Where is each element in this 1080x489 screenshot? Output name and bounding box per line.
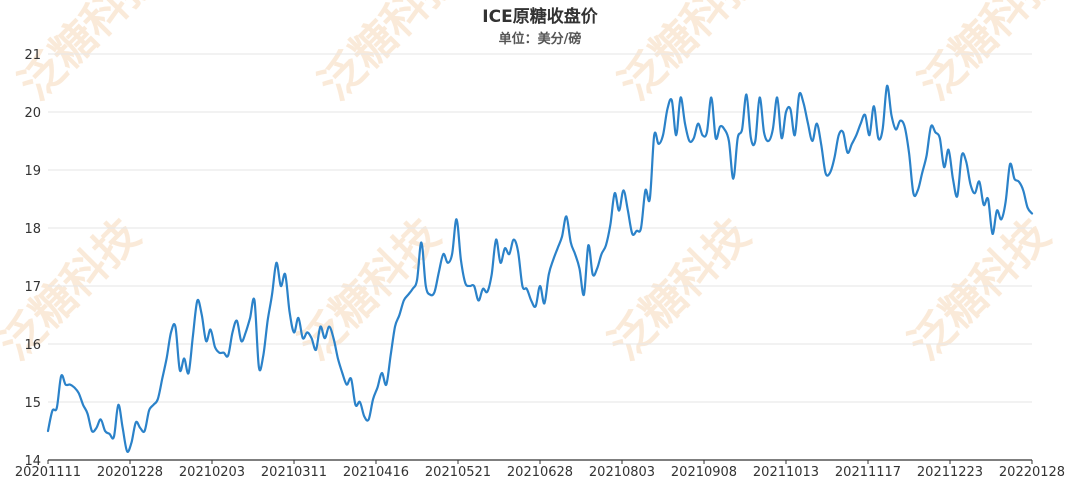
y-tick-label: 14 xyxy=(24,454,41,469)
x-tick-label: 20210203 xyxy=(179,465,245,480)
y-tick-label: 15 xyxy=(24,396,41,411)
x-tick-label: 20210416 xyxy=(343,465,409,480)
x-tick-label: 20211117 xyxy=(835,465,901,480)
x-tick-label: 20210311 xyxy=(261,465,327,480)
x-tick-label: 20220128 xyxy=(999,465,1065,480)
y-tick-label: 18 xyxy=(24,222,41,237)
y-tick-label: 16 xyxy=(24,338,41,353)
x-tick-label: 20211013 xyxy=(753,465,819,480)
y-tick-label: 21 xyxy=(24,48,41,63)
x-tick-label: 20210803 xyxy=(589,465,655,480)
x-axis: 20201111 20201228 20210203 20210311 20210416… xyxy=(15,460,1065,480)
y-tick-label: 20 xyxy=(24,106,41,121)
watermark-text: 泛糖科技 xyxy=(309,0,470,110)
x-tick-label: 20210521 xyxy=(425,465,491,480)
x-tick-label: 20211223 xyxy=(917,465,983,480)
series-line xyxy=(46,84,1034,453)
watermark-text: 泛糖科技 xyxy=(0,209,150,370)
chart-title: ICE原糖收盘价 xyxy=(482,6,598,27)
x-tick-label: 20210628 xyxy=(507,465,573,480)
y-axis: 14 15 16 17 18 19 20 21 xyxy=(24,48,41,469)
x-tick-label: 20201111 xyxy=(15,465,81,480)
x-tick-label: 20210908 xyxy=(671,465,737,480)
y-tick-label: 17 xyxy=(24,280,41,295)
watermark-text: 泛糖科技 xyxy=(609,0,770,110)
watermark-text: 泛糖科技 xyxy=(899,209,1060,370)
x-tick-label: 20201228 xyxy=(97,465,163,480)
chart-subtitle: 单位：美分/磅 xyxy=(499,31,582,47)
watermark-text: 泛糖科技 xyxy=(909,0,1070,110)
y-tick-label: 19 xyxy=(24,164,41,179)
watermark-text: 泛糖科技 xyxy=(599,209,760,370)
